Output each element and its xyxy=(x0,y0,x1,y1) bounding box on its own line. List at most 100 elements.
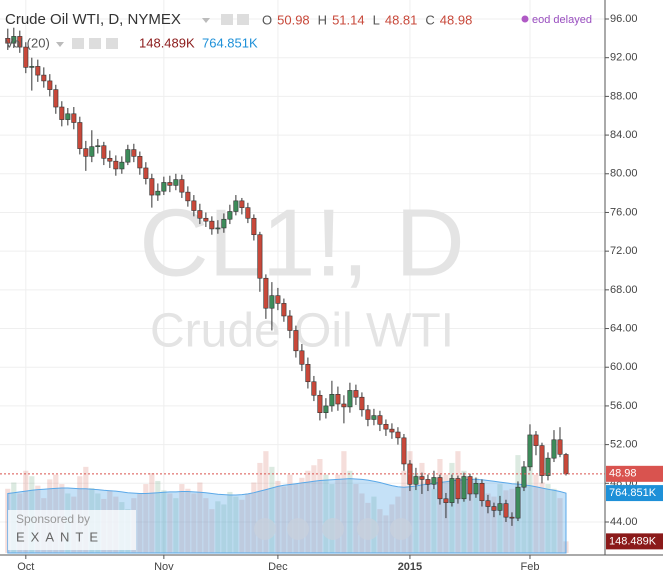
candle-body xyxy=(167,182,173,186)
candle-body xyxy=(173,179,179,186)
volume-bar xyxy=(311,465,317,553)
dropdown-icon[interactable] xyxy=(56,42,64,47)
candle-body xyxy=(335,394,341,405)
volume-bar xyxy=(257,462,263,553)
volume-bar xyxy=(473,477,479,553)
candle-body xyxy=(29,66,35,68)
volume-bar xyxy=(269,466,275,553)
x-tick-label: Nov xyxy=(154,561,174,573)
volume-title: Vol (20) xyxy=(5,35,50,50)
candle-body xyxy=(95,145,101,148)
settings-icon[interactable] xyxy=(221,14,233,25)
candle-body xyxy=(251,217,257,236)
volume-bar xyxy=(485,493,491,553)
candle-body xyxy=(521,466,527,488)
candle-body xyxy=(371,415,377,420)
volume-ma-label: 764.851K xyxy=(609,487,657,499)
candle-body xyxy=(389,428,395,433)
y-tick-label: 56.00 xyxy=(610,400,638,412)
volume-bar xyxy=(245,493,251,553)
volume-last-label: 148.489K xyxy=(609,535,657,547)
candle-body xyxy=(233,200,239,212)
close-icon[interactable] xyxy=(237,14,249,25)
reset-button[interactable] xyxy=(322,518,344,540)
candle-body xyxy=(503,503,509,518)
candle-body xyxy=(41,74,47,82)
y-tick-label: 96.00 xyxy=(610,13,638,25)
candle-body xyxy=(101,145,107,159)
candle-body xyxy=(299,350,305,365)
x-tick-label: 2015 xyxy=(398,561,422,573)
volume-bar xyxy=(161,490,167,553)
volume-bar xyxy=(539,482,545,553)
candle-body xyxy=(461,476,467,500)
candle-body xyxy=(305,364,311,383)
visibility-icon[interactable] xyxy=(72,38,84,49)
candle-body xyxy=(257,234,263,279)
candle-body xyxy=(527,434,533,468)
candle-body xyxy=(287,315,293,331)
candle-body xyxy=(83,148,89,157)
volume-bar xyxy=(137,493,143,553)
sponsor-label: Sponsored by xyxy=(16,512,90,526)
settings-icon[interactable] xyxy=(89,38,101,49)
y-tick-label: 52.00 xyxy=(610,439,638,451)
y-tick-label: 88.00 xyxy=(610,90,638,102)
candle-body xyxy=(119,161,125,170)
zoom-out-button[interactable] xyxy=(287,518,309,540)
candle-body xyxy=(275,295,281,304)
last-price-label-box xyxy=(606,465,663,482)
candle-body xyxy=(155,190,161,196)
candle-body xyxy=(329,394,335,407)
ohlc-label: O xyxy=(262,12,272,27)
volume-bar xyxy=(275,480,281,553)
volume-bar xyxy=(179,484,185,553)
candle-body xyxy=(293,330,299,352)
volume-bar xyxy=(335,474,341,553)
candle-body xyxy=(215,227,221,230)
candle-body xyxy=(221,218,227,229)
y-tick-label: 92.00 xyxy=(610,52,638,64)
candle-body xyxy=(281,303,287,317)
x-tick-label: Feb xyxy=(520,561,539,573)
close-icon[interactable] xyxy=(106,38,118,49)
y-tick-label: 44.00 xyxy=(610,516,638,528)
x-tick-label: Oct xyxy=(17,561,34,573)
candle-body xyxy=(401,437,407,465)
candle-body xyxy=(149,178,155,196)
y-tick-label: 60.00 xyxy=(610,361,638,373)
candle-body xyxy=(365,409,371,420)
candle-body xyxy=(491,506,497,511)
volume-bar xyxy=(191,493,197,553)
candle-body xyxy=(227,211,233,220)
ohlc-label: C xyxy=(425,12,434,27)
ohlc-value: 50.98 xyxy=(277,12,310,27)
volume-bar xyxy=(215,501,221,553)
volume-bar xyxy=(377,509,383,553)
candle-body xyxy=(353,390,359,398)
ohlc-label: L xyxy=(373,12,380,27)
candle-body xyxy=(203,217,209,222)
candle-body xyxy=(359,396,365,411)
y-tick-label: 64.00 xyxy=(610,322,638,334)
candle-body xyxy=(89,146,95,157)
status-dot xyxy=(521,15,529,23)
y-tick-label: 76.00 xyxy=(610,206,638,218)
volume-bar xyxy=(323,474,329,553)
volume-last: 148.489K xyxy=(139,35,195,50)
volume-bar xyxy=(83,466,89,553)
scroll-left-button[interactable] xyxy=(254,518,276,540)
zoom-in-button[interactable] xyxy=(357,518,379,540)
candle-body xyxy=(191,200,197,211)
volume-bar xyxy=(233,496,239,553)
candle-body xyxy=(53,89,59,108)
scroll-right-button[interactable] xyxy=(390,518,412,540)
volume-bar xyxy=(353,484,359,553)
dropdown-icon[interactable] xyxy=(202,18,210,23)
volume-bar xyxy=(347,470,353,553)
volume-bar xyxy=(305,470,311,553)
candle-body xyxy=(143,167,149,179)
volume-bar xyxy=(143,484,149,553)
sponsor-box[interactable] xyxy=(8,510,136,550)
candle-body xyxy=(185,191,191,202)
